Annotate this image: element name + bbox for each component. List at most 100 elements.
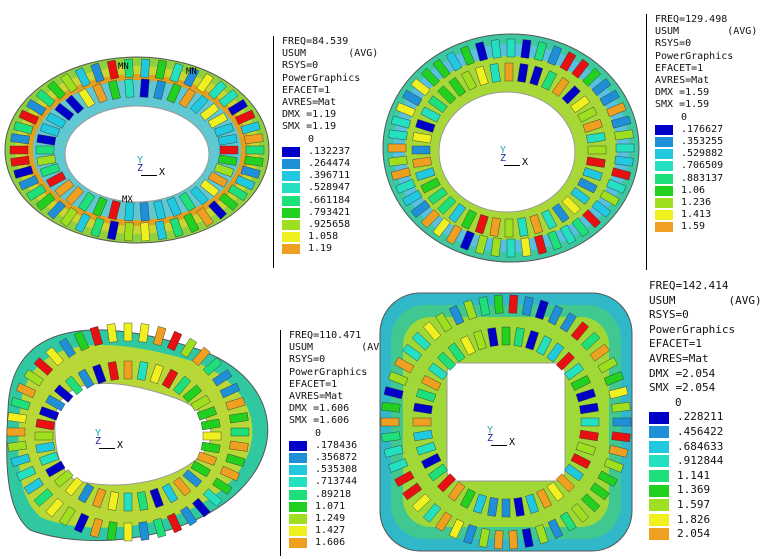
slot-block — [200, 441, 221, 454]
legend-scale-row: .264474 — [282, 158, 378, 170]
slot-block — [58, 337, 76, 358]
legend-swatch — [282, 244, 300, 255]
slot-block — [180, 337, 198, 358]
slot-block — [551, 203, 570, 224]
slot-block — [166, 512, 183, 534]
legend-zero: 0 — [315, 427, 322, 439]
legend-scale-value: .912844 — [677, 454, 724, 468]
slot-block — [580, 417, 600, 427]
slot-block — [437, 195, 457, 215]
slot-block — [35, 418, 56, 431]
slot-block — [432, 58, 451, 79]
slot-block — [474, 65, 489, 86]
slot-block — [10, 453, 31, 467]
legend-scale-row: .353255 — [655, 136, 757, 148]
slot-block — [136, 491, 149, 511]
slot-block — [579, 402, 599, 415]
legend-scale-value: .883137 — [681, 172, 724, 184]
slot-block — [46, 171, 67, 188]
slot-block — [240, 165, 261, 179]
slot-block — [504, 62, 514, 82]
legend-scale-row: .529882 — [655, 148, 757, 160]
slot-block — [73, 512, 90, 534]
slot-block — [445, 224, 463, 245]
slot-block — [7, 412, 27, 424]
mx-marker-1: MX — [122, 195, 133, 205]
legend-freq: FREQ=110.471 — [289, 330, 362, 341]
slot-block — [36, 154, 57, 166]
slot-block — [475, 41, 488, 62]
slot-block — [420, 67, 440, 87]
slot-block — [58, 506, 76, 527]
legend-swatch — [282, 207, 300, 218]
slot-block — [387, 458, 409, 473]
slot-block — [123, 322, 133, 342]
legend-scale-value: .178436 — [315, 439, 358, 451]
slot-block — [570, 186, 591, 205]
legend-scale-value: .535308 — [315, 464, 358, 476]
slot-block — [381, 401, 401, 413]
slot-block — [390, 115, 411, 129]
slot-block — [461, 70, 477, 91]
axis-x-line — [504, 165, 520, 166]
slot-block — [416, 388, 437, 403]
slot-block — [520, 39, 532, 59]
slot-block — [213, 163, 235, 178]
color-scale-1: .132237.264474.396711.528947.661184.7934… — [282, 146, 378, 256]
legend-dmx: DMX =1.59 — [655, 87, 710, 99]
legend-freq: FREQ=142.414 — [649, 279, 729, 292]
slot-block — [39, 451, 60, 466]
legend-swatch — [655, 173, 673, 184]
slot-block — [7, 440, 27, 452]
slot-block — [606, 102, 627, 118]
legend-zero: 0 — [675, 395, 682, 409]
slot-block — [107, 59, 119, 80]
legend-scale-value: .528947 — [308, 182, 351, 194]
legend-scale-value: 1.413 — [681, 209, 712, 221]
legend-swatch — [289, 465, 307, 476]
legend-smx: SMX =1.59 — [655, 99, 710, 111]
slot-block — [212, 477, 233, 495]
slot-block — [411, 331, 431, 351]
slot-block — [559, 312, 577, 333]
slot-block — [582, 167, 603, 181]
slot-block — [517, 217, 529, 237]
slot-block — [487, 497, 499, 517]
slot-block — [202, 357, 223, 376]
legend-scale-row: 1.058 — [282, 231, 378, 243]
ring-body-4 — [379, 292, 633, 552]
legend-scale-row: 1.597 — [649, 498, 760, 513]
slot-block — [579, 429, 599, 442]
slot-block — [124, 202, 135, 222]
slot-block — [13, 121, 34, 135]
legend-scale-value: .529882 — [681, 148, 724, 160]
slot-block — [603, 458, 625, 473]
slot-block — [15, 465, 37, 482]
slot-block — [413, 402, 433, 415]
slot-block — [534, 524, 549, 545]
legend-swatch — [282, 159, 300, 170]
slot-block — [586, 156, 606, 168]
slot-block — [183, 67, 200, 88]
slot-block — [388, 129, 408, 141]
slot-block — [77, 368, 95, 389]
legend-scale-value: 1.06 — [681, 184, 706, 196]
slot-block — [413, 429, 433, 442]
legend-swatch — [289, 501, 307, 512]
legend-2: FREQ=129.498 USUM (AVG) RSYS=0 PowerGrap… — [646, 14, 757, 270]
slot-block — [501, 498, 511, 518]
slot-block — [581, 493, 601, 513]
axis-z-label: Z — [500, 153, 507, 164]
slot-block — [155, 59, 167, 80]
slot-block — [18, 109, 39, 125]
slot-block — [123, 360, 133, 380]
slot-block — [577, 106, 598, 123]
slot-block — [534, 299, 549, 320]
slot-block — [229, 440, 249, 452]
legend-swatch — [649, 455, 669, 468]
slot-block — [218, 89, 239, 108]
slot-block — [34, 431, 54, 441]
slot-block — [506, 38, 516, 58]
slot-block — [90, 62, 105, 83]
legend-scale-row: .793421 — [282, 207, 378, 219]
